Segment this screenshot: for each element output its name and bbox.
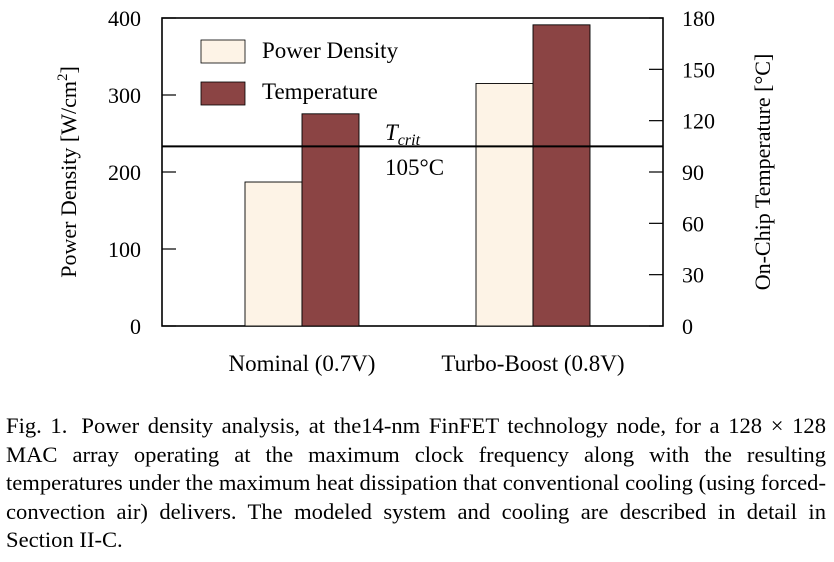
left-y-axis: 0 100 200 300 400 xyxy=(108,6,176,339)
category-label-turbo-boost: Turbo-Boost (0.8V) xyxy=(441,351,624,376)
figure-label: Fig. 1. xyxy=(6,413,68,438)
category-label-nominal: Nominal (0.7V) xyxy=(229,351,376,376)
bar-temperature-nominal xyxy=(301,113,360,327)
legend: Power Density Temperature xyxy=(200,38,399,106)
legend-label-power-density: Power Density xyxy=(262,38,399,63)
right-tick-label: 60 xyxy=(682,211,704,236)
threshold-value-label: 105°C xyxy=(385,155,444,180)
figure-caption: Fig. 1. Power density analysis, at the14-… xyxy=(6,412,826,555)
threshold-symbol-label: Tcrit xyxy=(385,120,421,149)
left-tick-label: 100 xyxy=(108,237,141,262)
right-tick-label: 180 xyxy=(682,6,715,31)
bar-group xyxy=(244,24,591,327)
power-temperature-chart: 0 100 200 300 400 0 30 60 90 120 150 180 Tcrit 105… xyxy=(55,6,775,376)
right-tick-label: 90 xyxy=(682,160,704,185)
right-y-axis: 0 30 60 90 120 150 180 xyxy=(649,6,715,339)
left-tick-label: 0 xyxy=(130,314,141,339)
right-tick-label: 0 xyxy=(682,314,693,339)
left-axis-title: Power Density [W/cm2] xyxy=(55,66,81,278)
right-axis-title: On-Chip Temperature [°C] xyxy=(750,54,775,291)
left-tick-label: 300 xyxy=(108,83,141,108)
bar-power-density-turbo-boost xyxy=(475,82,534,327)
legend-swatch-power-density xyxy=(200,39,246,64)
legend-label-temperature: Temperature xyxy=(262,79,378,104)
right-tick-label: 30 xyxy=(682,263,704,288)
right-tick-label: 150 xyxy=(682,57,715,82)
left-tick-label: 200 xyxy=(108,160,141,185)
legend-swatch-temperature xyxy=(200,81,246,106)
right-tick-label: 120 xyxy=(682,109,715,134)
bar-temperature-turbo-boost xyxy=(532,24,591,327)
left-tick-label: 400 xyxy=(108,6,141,31)
bar-power-density-nominal xyxy=(244,181,303,327)
caption-text: Power density analysis, at the14-nm FinF… xyxy=(6,413,826,553)
